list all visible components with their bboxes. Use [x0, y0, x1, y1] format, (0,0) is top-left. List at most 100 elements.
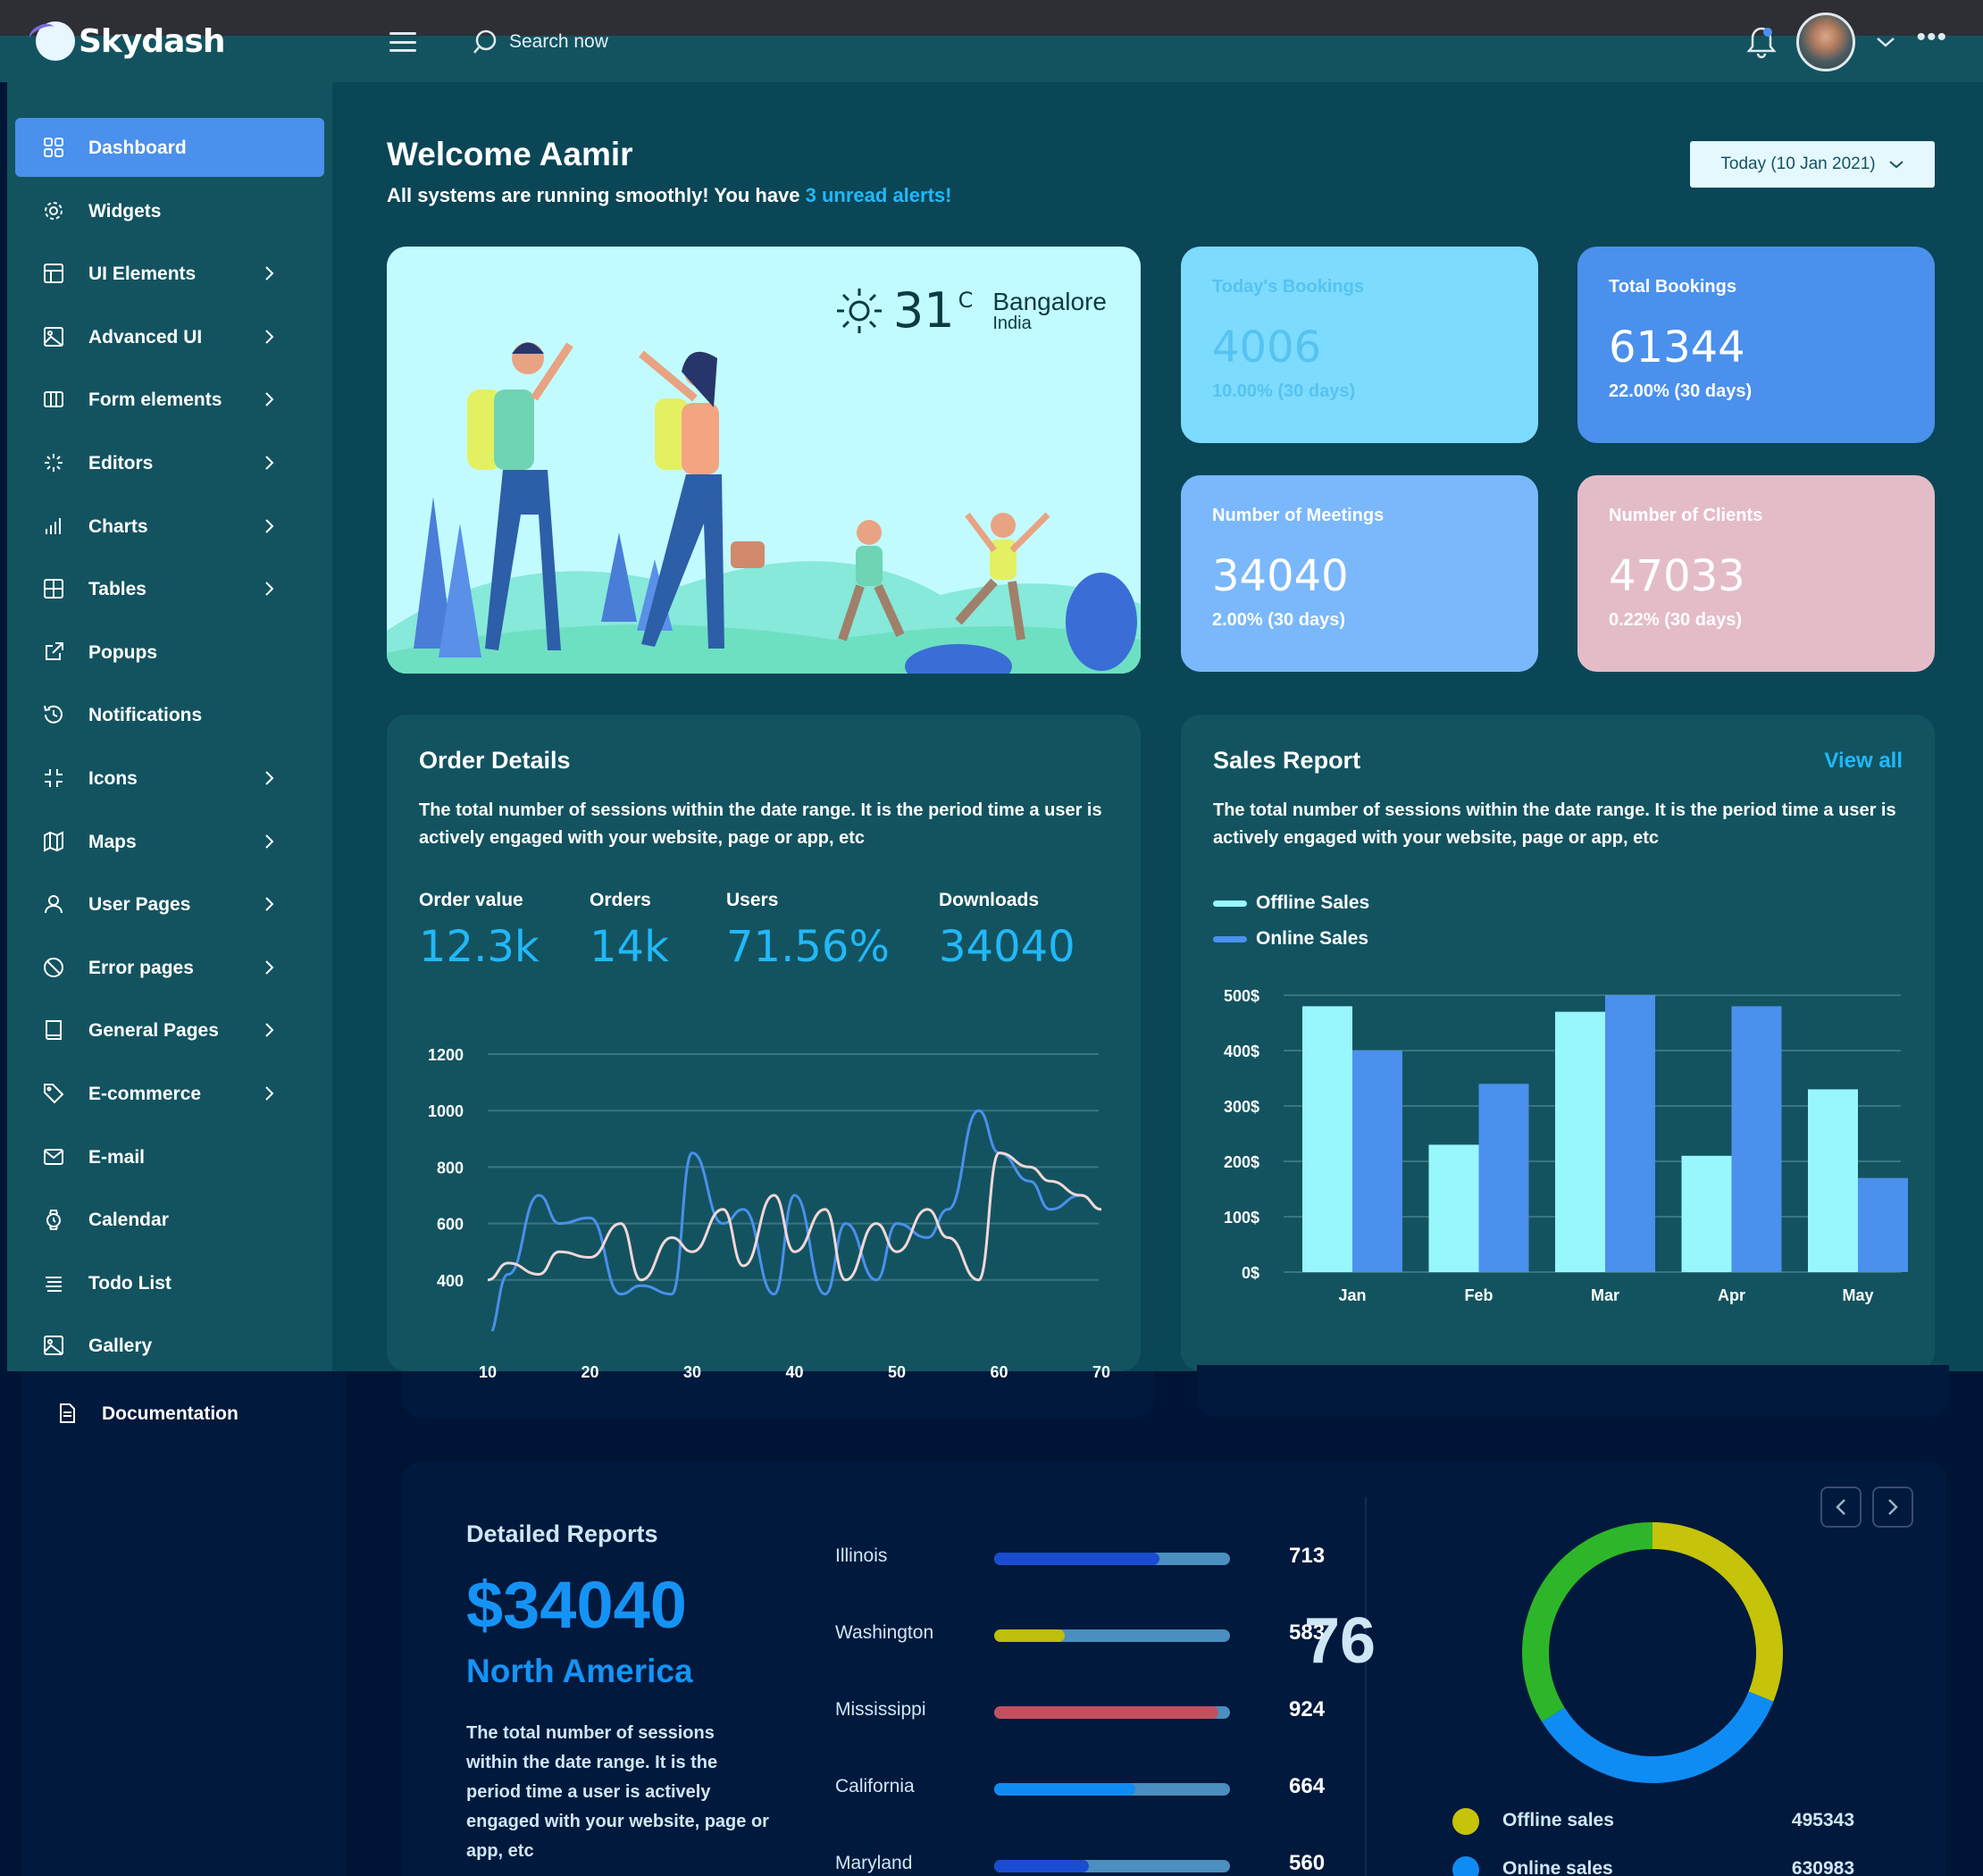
- sidebar-item-e-mail[interactable]: E-mail: [15, 1127, 324, 1186]
- legend-name: Offline sales: [1502, 1810, 1614, 1830]
- sidebar-item-tables[interactable]: Tables: [15, 559, 324, 618]
- sidebar-item-general-pages[interactable]: General Pages: [15, 1001, 324, 1059]
- order-details-card-bottom: [402, 1371, 1154, 1418]
- menu-toggle-icon[interactable]: [389, 32, 416, 52]
- stat-label: Number of Meetings: [1212, 506, 1385, 525]
- progress-fill: [994, 1860, 1089, 1872]
- sidebar-item-label: Notifications: [88, 705, 203, 726]
- stat-card: Total Bookings 61344 22.00% (30 days): [1577, 247, 1935, 443]
- x-tick-label: Jan: [1338, 1286, 1366, 1304]
- y-tick-label: 1200: [428, 1046, 464, 1064]
- y-tick-label: 200$: [1224, 1153, 1259, 1171]
- state-name: Maryland: [835, 1853, 913, 1873]
- state-progress-row: California 664: [835, 1774, 1335, 1803]
- x-tick-label: 40: [785, 1363, 804, 1381]
- search-icon: [473, 29, 497, 54]
- image-icon: [44, 326, 63, 347]
- sidebar-item-calendar[interactable]: Calendar: [15, 1190, 324, 1249]
- gauge-value: 76: [1303, 1605, 1376, 1677]
- avatar[interactable]: [1796, 13, 1856, 71]
- sidebar-item-editors[interactable]: Editors: [15, 433, 324, 492]
- y-tick-label: 0$: [1242, 1264, 1259, 1282]
- y-tick-label: 1000: [428, 1102, 464, 1120]
- donut-legend-item: Online sales 630983: [1452, 1855, 1854, 1876]
- chevron-right-icon: [265, 960, 274, 975]
- line-series-1: [490, 1109, 1102, 1331]
- line-series-2: [487, 1152, 1102, 1282]
- sidebar-item-charts[interactable]: Charts: [15, 497, 324, 556]
- sidebar-item-ui-elements[interactable]: UI Elements: [15, 244, 324, 303]
- location: Bangalore India: [992, 287, 1107, 333]
- y-tick-label: 400$: [1224, 1043, 1259, 1060]
- stat-label: Today's Bookings: [1212, 277, 1364, 297]
- prev-button[interactable]: [1820, 1487, 1862, 1528]
- sidebar-lower: [21, 1371, 347, 1876]
- book-icon: [46, 1020, 62, 1041]
- sidebar-item-notifications[interactable]: Notifications: [15, 685, 324, 744]
- state-progress-row: Mississippi 924: [835, 1697, 1335, 1726]
- sidebar-item-advanced-ui[interactable]: Advanced UI: [15, 307, 324, 366]
- sidebar-item-gallery[interactable]: Gallery: [15, 1316, 324, 1375]
- y-tick-label: 500$: [1224, 987, 1259, 1005]
- metric-label: Order value: [419, 890, 523, 910]
- alerts-link[interactable]: 3 unread alerts!: [805, 184, 952, 206]
- x-tick-label: May: [1842, 1286, 1873, 1304]
- slash-icon: [44, 957, 63, 977]
- bar-offline-sales-feb: [1428, 1144, 1479, 1272]
- chevron-down-icon[interactable]: [1875, 35, 1896, 49]
- sidebar-item-form-elements[interactable]: Form elements: [15, 370, 324, 429]
- sidebar-item-maps[interactable]: Maps: [15, 812, 324, 871]
- stat-card: Number of Meetings 34040 2.00% (30 days): [1181, 475, 1538, 672]
- search-input[interactable]: Search now: [509, 31, 608, 52]
- sidebar-item-user-pages[interactable]: User Pages: [15, 875, 324, 934]
- sidebar-item-popups[interactable]: Popups: [15, 623, 324, 682]
- sidebar-item-label: Editors: [88, 453, 154, 473]
- y-tick-label: 200: [437, 1328, 464, 1331]
- sidebar-item-dashboard[interactable]: Dashboard: [15, 118, 324, 177]
- y-tick-label: 100$: [1224, 1209, 1259, 1227]
- sidebar-item-error-pages[interactable]: Error pages: [15, 938, 324, 997]
- y-tick-label: 800: [437, 1159, 464, 1177]
- top-navbar: Skydash Search now •••: [0, 13, 1983, 82]
- report-description: The total number of sessions within the …: [466, 1723, 769, 1861]
- hikers-illustration: [387, 342, 1141, 674]
- order-metric: Order value 12.3k: [419, 890, 540, 972]
- donut-segment-offline: [1652, 1522, 1783, 1702]
- stat-change: 10.00% (30 days): [1212, 381, 1356, 401]
- external-link-icon: [46, 641, 63, 660]
- watch-icon: [46, 1210, 61, 1231]
- logo-icon: [36, 21, 75, 61]
- x-tick-label: 50: [887, 1363, 907, 1381]
- bar-offline-sales-apr: [1681, 1155, 1732, 1272]
- sidebar-item-label: Gallery: [88, 1336, 153, 1357]
- legend-name: Online sales: [1502, 1858, 1613, 1876]
- more-options-icon[interactable]: •••: [1916, 22, 1947, 52]
- stat-value: 47033: [1609, 551, 1745, 601]
- stat-card: Today's Bookings 4006 10.00% (30 days): [1181, 247, 1538, 443]
- chevron-left-icon: [1836, 1499, 1845, 1515]
- date-dropdown-button[interactable]: Today (10 Jan 2021): [1690, 141, 1935, 188]
- progress-track: [994, 1860, 1230, 1872]
- minimize-icon: [45, 769, 63, 787]
- stat-change: 0.22% (30 days): [1609, 610, 1742, 630]
- sidebar-item-documentation[interactable]: Documentation: [29, 1384, 338, 1443]
- document-icon: [60, 1403, 75, 1423]
- search-box[interactable]: Search now: [473, 29, 608, 55]
- sidebar-item-icons[interactable]: Icons: [15, 749, 324, 808]
- sales-report-card-bottom: [1197, 1365, 1949, 1417]
- card-title: Sales Report: [1213, 747, 1361, 774]
- sidebar-item-e-commerce[interactable]: E-commerce: [15, 1064, 324, 1123]
- view-all-link[interactable]: View all: [1824, 749, 1903, 773]
- next-button[interactable]: [1872, 1487, 1913, 1528]
- sidebar-item-todo-list[interactable]: Todo List: [15, 1253, 324, 1312]
- state-value: 583: [1289, 1621, 1326, 1645]
- bar-offline-sales-jan: [1302, 1006, 1352, 1272]
- sun-icon: [836, 288, 882, 333]
- bar-chart-icon: [46, 517, 61, 534]
- bell-icon[interactable]: [1746, 25, 1778, 59]
- card-title: Detailed Reports: [466, 1520, 658, 1547]
- brand-logo[interactable]: Skydash: [36, 18, 225, 64]
- sidebar-item-widgets[interactable]: Widgets: [15, 181, 324, 240]
- welcome-subtitle: All systems are running smoothly! You ha…: [387, 184, 952, 206]
- stat-card: Number of Clients 47033 0.22% (30 days): [1577, 475, 1935, 672]
